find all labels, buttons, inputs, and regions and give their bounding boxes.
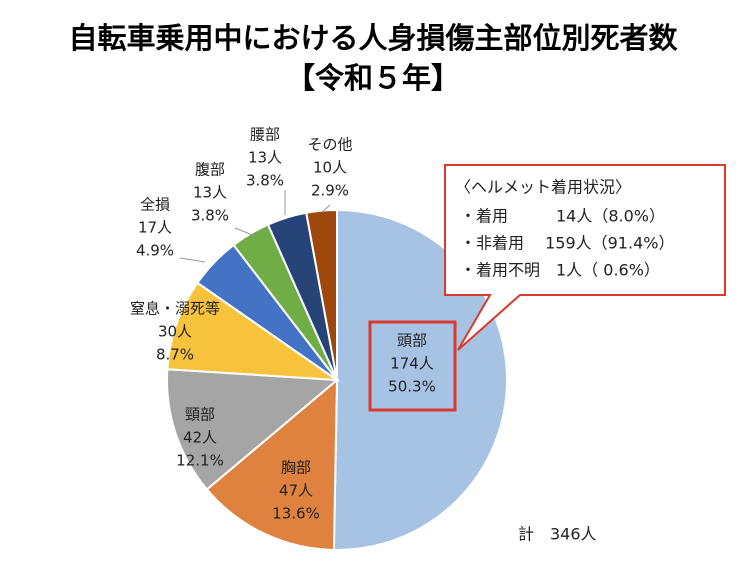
data-label-value: 10人 xyxy=(313,159,347,177)
data-label-percent: 2.9% xyxy=(311,182,349,200)
data-label-category: 全損 xyxy=(140,196,170,214)
data-label-value: 30人 xyxy=(158,323,192,341)
data-label-percent: 50.3% xyxy=(388,378,436,396)
data-label-value: 13人 xyxy=(193,184,227,202)
data-label-percent: 13.6% xyxy=(272,505,320,523)
data-label-percent: 4.9% xyxy=(136,242,174,260)
annotation: 〈ヘルメット着用状況〉 xyxy=(455,178,631,197)
data-label-category: 窒息・溺死等 xyxy=(130,300,220,318)
data-label-category: その他 xyxy=(307,136,352,154)
pie-slice xyxy=(205,377,339,551)
data-label-category: 腰部 xyxy=(250,126,280,144)
chart-title: 自転車乗用中における人身損傷主部位別死者数 xyxy=(68,21,678,55)
chart-subtitle: 【令和５年】 xyxy=(286,61,460,95)
pie-slice xyxy=(166,281,341,382)
annotation: ・非着用 159人（91.4%） xyxy=(460,234,674,253)
total-label: 計 346人 xyxy=(518,525,597,544)
callout-box xyxy=(444,164,726,351)
data-label-value: 42人 xyxy=(183,429,217,447)
data-label-percent: 3.8% xyxy=(246,172,284,190)
data-label-percent: 3.8% xyxy=(191,207,229,225)
annotation: ・着用 14人（8.0%） xyxy=(460,207,665,226)
data-label-category: 腹部 xyxy=(195,161,225,179)
data-label-percent: 12.1% xyxy=(176,452,224,470)
data-label-category: 頸部 xyxy=(185,406,215,424)
highlight-box xyxy=(368,320,457,412)
annotation: ・着用不明 1人（ 0.6%） xyxy=(460,261,660,280)
pie-slice xyxy=(305,208,338,381)
data-label-value: 17人 xyxy=(138,219,172,237)
data-label-value: 47人 xyxy=(279,482,313,500)
data-label-percent: 8.7% xyxy=(156,346,194,364)
data-label-category: 胸部 xyxy=(281,459,311,477)
pie-slice xyxy=(166,368,340,491)
data-label-value: 174人 xyxy=(390,355,434,373)
leader-lines xyxy=(179,190,331,263)
data-label-category: 頭部 xyxy=(397,332,427,350)
data-label-value: 13人 xyxy=(248,149,282,167)
